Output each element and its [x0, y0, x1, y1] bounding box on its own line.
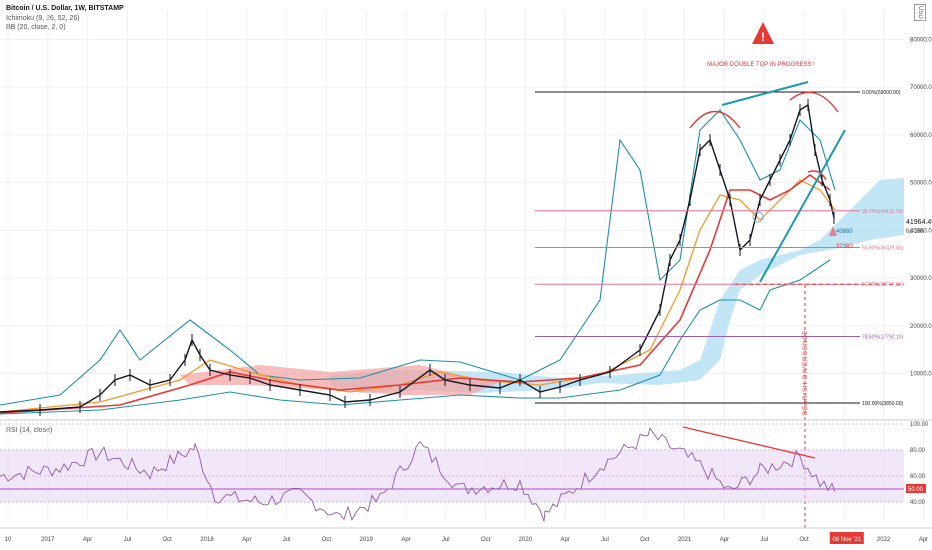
price-tick-label: 20000.00 [910, 324, 932, 330]
warning-icon-small [829, 226, 837, 236]
conversion-line [0, 179, 836, 413]
small-arc [807, 170, 827, 181]
time-marker-bg [829, 532, 864, 544]
price-tick-label: 50000.00 [910, 181, 932, 187]
time-tick-label: 2017 [41, 537, 55, 543]
time-tick-label: Apr [561, 537, 570, 543]
time-tick-label: 2019 [360, 537, 374, 543]
time-tick-label: Apr [919, 537, 928, 543]
price-label-40860: 40860 [836, 229, 853, 235]
time-tick-label: 2022 [877, 537, 891, 543]
current-price-label: 41964.45 [906, 219, 932, 226]
time-tick-label: Jul [601, 537, 609, 543]
fib-label: 78.60%(17792.10) [862, 334, 903, 340]
price-tick-label: 30000.00 [910, 276, 932, 282]
warning-icon [752, 22, 774, 44]
time-tick-label: Apr [720, 537, 729, 543]
time-marker-label: 08 Nov '21 [833, 537, 862, 543]
time-tick-label: Oct [322, 537, 332, 543]
time-tick-label: 2018 [200, 537, 214, 543]
price-line [0, 103, 835, 413]
double-top-arc-right [789, 91, 839, 113]
axes: 80000.00 70000.00 60000.00 50000.00 40000.00… [0, 37, 932, 544]
annotations: 40860 37360 41964.45 6d 16h! MAJOR DOUBLE TO… [689, 22, 932, 528]
grid-lines [0, 10, 924, 520]
time-tick-label: Jul [442, 537, 450, 543]
time-tick-label: 10 [5, 537, 12, 543]
rsi-current-label: 50.00 [908, 487, 924, 493]
price-tick-label: 70000.00 [910, 85, 932, 91]
time-tick-label: Apr [83, 537, 92, 543]
rsi-pane [0, 423, 904, 522]
fib-label: 61.80%(28737.30) [862, 282, 903, 288]
time-tick-label: Oct [640, 537, 650, 543]
fibonacci-levels: 0.00%(69000.00) 38.20%(44112.70) 50.00%(36… [535, 90, 904, 407]
time-tick-label: Apr [401, 537, 410, 543]
price-tick-label: 10000.00 [910, 372, 932, 378]
resistance-trendline [721, 81, 809, 106]
bollinger-bands [0, 109, 836, 415]
fib-label: 38.20%(44112.70) [862, 209, 903, 215]
fib-label: 0.00%(69000.00) [862, 90, 901, 96]
bb-legend[interactable]: BB (20, close, 2, 0) [6, 24, 66, 31]
rsi-line [0, 426, 836, 522]
price-circle-marker [752, 211, 764, 223]
price-tick-label: 40000.00 [910, 228, 932, 234]
time-tick-label: Oct [481, 537, 491, 543]
bb-upper [0, 109, 836, 406]
double-top-annotation: MAJOR DOUBLE TOP IN PROGRESS ! [707, 62, 815, 68]
countdown-label: 6d 16h [906, 229, 924, 235]
divergence-label: BEARISH DIVERGENCE [803, 329, 809, 415]
warning-icon-glyph: ! [761, 30, 765, 44]
rsi-divergence-line [682, 426, 816, 459]
fib-label: 100.00%(3850.00) [862, 401, 903, 407]
price-label-37360: 37360 [836, 244, 853, 250]
time-tick-label: Oct [799, 537, 809, 543]
support-trendline [759, 129, 846, 283]
time-tick-label: Apr [242, 537, 251, 543]
time-tick-label: 2021 [678, 537, 692, 543]
rsi-tick-label: 40.00 [910, 500, 926, 506]
rsi-tick-label: 60.00 [910, 474, 926, 480]
cloud-area-bearish [180, 365, 500, 395]
time-tick-label: 2020 [519, 537, 533, 543]
rsi-tick-label: 80.00 [910, 448, 926, 454]
price-tick-label: 80000.00 [910, 37, 932, 43]
time-tick-label: Jul [283, 537, 291, 543]
double-top-arc-left [689, 111, 741, 129]
rsi-tick-label: 100.00 [910, 422, 929, 428]
fib-label: 50.00%(36425.00) [862, 246, 903, 252]
time-tick-label: Oct [163, 537, 173, 543]
ichimoku-cloud [180, 178, 904, 395]
currency-badge[interactable]: USD [914, 4, 926, 21]
time-tick-label: Jul [760, 537, 768, 543]
bb-lower [0, 259, 831, 415]
rsi-current-bg [906, 484, 926, 493]
price-candles [0, 99, 835, 416]
time-tick-label: Jul [124, 537, 132, 543]
ichimoku-legend[interactable]: Ichimoku (9, 26, 52, 26) [6, 15, 80, 22]
price-tick-label: 60000.00 [910, 133, 932, 139]
symbol-legend: Bitcoin / U.S. Dollar, 1W, BITSTAMP [6, 5, 124, 12]
rsi-legend[interactable]: RSI (14, close) [6, 427, 53, 434]
